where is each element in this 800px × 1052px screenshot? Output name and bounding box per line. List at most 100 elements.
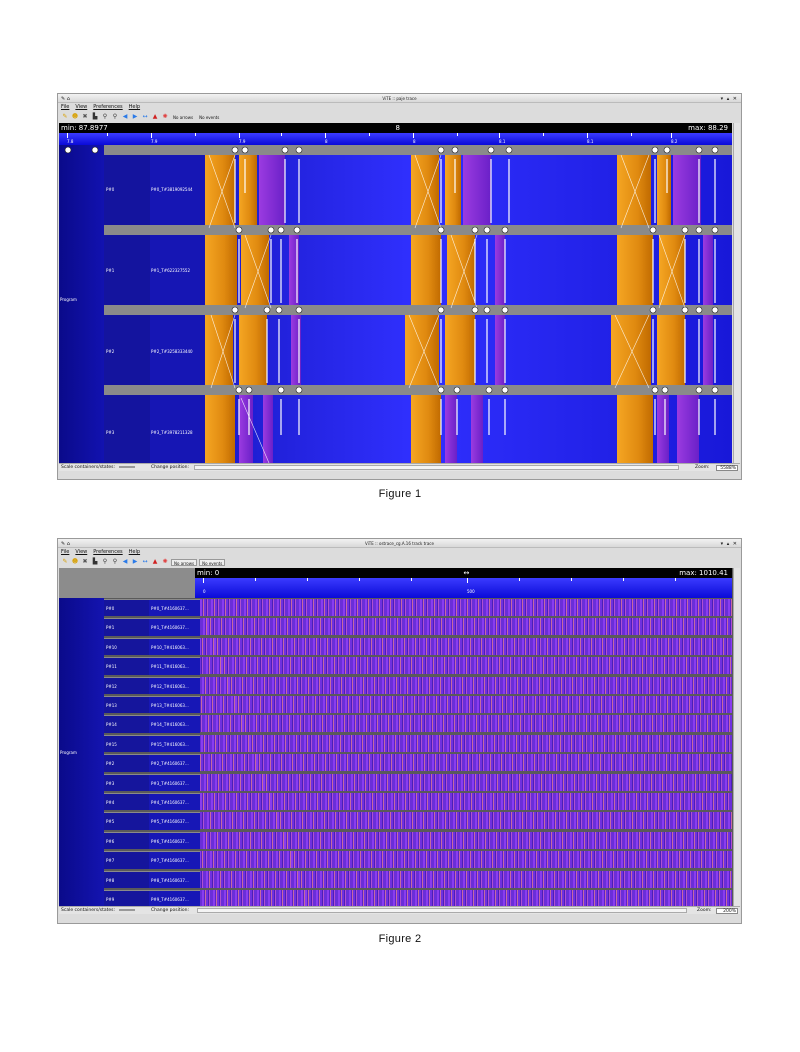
thread-label: P#4_T#4160637... (151, 800, 189, 805)
menu-file[interactable]: File (61, 104, 70, 110)
thread-label: P#10_T#416063... (151, 644, 189, 650)
toolbar: ✎ ☻ ✖ ▙ ⚲ ⚲ ◀ ▶ ↔ ▲ ✺ No arrows No event… (58, 111, 741, 123)
state-block (495, 315, 505, 385)
no-events-toggle[interactable]: No events (199, 558, 226, 566)
thread-label: P#14_T#416063... (151, 722, 189, 728)
tick (499, 133, 500, 138)
state-block (291, 315, 301, 385)
process-cell: P#1 (104, 618, 149, 636)
menu-help[interactable]: Help (128, 104, 141, 110)
no-arrows-toggle[interactable]: No arrows (171, 558, 198, 566)
tick (203, 578, 204, 583)
menu-preferences[interactable]: Preferences (93, 549, 123, 555)
scale-slider[interactable] (119, 909, 135, 911)
arrows-icon[interactable]: ↔ (142, 558, 148, 565)
state-block (411, 395, 441, 463)
back-icon[interactable]: ◀ (122, 113, 128, 120)
thread-cell: P#6_T#4160637... (149, 831, 200, 850)
tick-label: 8.1 (587, 139, 594, 144)
open-icon[interactable]: ✎ (62, 113, 68, 120)
message-arrows (64, 146, 719, 463)
process-cell: P#7 (104, 851, 149, 869)
row-separator (104, 385, 732, 395)
thread-cell: P#11_T#416063... (149, 657, 200, 675)
bottom-controls: Scale containers/states: Change position… (59, 906, 740, 914)
max-time: max: 1010.41 (679, 569, 728, 577)
zoom-out-icon[interactable]: ⚲ (112, 113, 118, 120)
zoom-out-icon[interactable]: ⚲ (112, 558, 118, 565)
process-label: P#1 (106, 268, 115, 273)
trace-row (200, 773, 732, 791)
menu-file[interactable]: File (61, 549, 70, 555)
state-block (445, 395, 457, 463)
program-label: Program (60, 750, 77, 755)
position-scrollbar[interactable] (194, 465, 679, 470)
corner-panel (59, 568, 195, 598)
arrows-icon[interactable]: ↔ (142, 113, 148, 120)
forward-icon[interactable]: ▶ (132, 558, 138, 565)
thread-label: P#2_T#4160637... (151, 761, 189, 767)
zoom-select[interactable]: 200% (716, 908, 738, 914)
window-controls[interactable]: ▾ ▴ ✕ (720, 96, 738, 102)
state-block (677, 395, 699, 463)
window-menu-icon[interactable]: ✎ ⌂ (61, 541, 70, 547)
window-menu-icon[interactable]: ✎ ⌂ (61, 96, 70, 102)
thread-cell: P#1_T#4160637... (149, 618, 200, 636)
no-events-toggle[interactable]: No events (199, 114, 220, 120)
vertical-scrollbar[interactable] (733, 123, 740, 463)
scale-slider[interactable] (119, 466, 135, 468)
tick-label: 7.9 (239, 139, 246, 144)
bottom-controls: Scale containers/states: Change position… (59, 463, 740, 471)
trace-row (200, 851, 732, 869)
thread-label: P#15_T#416063... (151, 741, 189, 747)
menu-view[interactable]: View (75, 549, 88, 555)
row-separator (104, 225, 732, 235)
process-label: P#15 (106, 741, 117, 747)
menu-view[interactable]: View (75, 104, 88, 110)
trace-row (200, 637, 732, 655)
thread-cell: P#7_T#4160637... (149, 851, 200, 869)
trace-row (200, 870, 732, 888)
trace-row (200, 599, 732, 616)
row-separator (104, 145, 732, 155)
time-ruler: 0 500 (195, 578, 732, 598)
thread-label: P#9_T#4160637... (151, 897, 189, 902)
no-arrows-toggle[interactable]: No arrows (173, 114, 194, 120)
state-block (205, 315, 233, 385)
chart-icon[interactable]: ▙ (92, 113, 98, 120)
trace-row (200, 831, 732, 849)
close-icon[interactable]: ✖ (82, 558, 88, 565)
state-block (445, 155, 461, 225)
face-icon[interactable]: ☻ (71, 113, 79, 120)
vertical-scrollbar[interactable] (733, 568, 740, 908)
lifebuoy-icon[interactable]: ✺ (162, 113, 168, 120)
trace-row (200, 734, 732, 752)
zoom-select[interactable]: 5588% (716, 465, 738, 471)
thread-label: P#13_T#416063... (151, 703, 189, 708)
thread-label: P#6_T#4160637... (151, 838, 189, 844)
warning-icon[interactable]: ▲ (152, 113, 158, 120)
lifebuoy-icon[interactable]: ✺ (162, 558, 168, 565)
close-icon[interactable]: ✖ (82, 113, 88, 120)
menu-preferences[interactable]: Preferences (93, 104, 123, 110)
thread-cell: P#12_T#416063... (149, 676, 200, 694)
open-icon[interactable]: ✎ (62, 558, 68, 565)
face-icon[interactable]: ☻ (71, 558, 79, 565)
zoom-in-icon[interactable]: ⚲ (102, 113, 108, 120)
tick (411, 578, 412, 581)
warning-icon[interactable]: ▲ (152, 558, 158, 565)
position-scrollbar[interactable] (197, 908, 687, 913)
process-label: P#2 (106, 761, 115, 767)
chart-icon[interactable]: ▙ (92, 558, 98, 565)
tick-label: 8.2 (671, 139, 678, 144)
tick (519, 578, 520, 581)
max-time: max: 88.29 (688, 124, 728, 132)
forward-icon[interactable]: ▶ (132, 113, 138, 120)
zoom-in-icon[interactable]: ⚲ (102, 558, 108, 565)
tick (195, 133, 196, 136)
window-controls[interactable]: ▾ ▴ ✕ (720, 541, 738, 547)
menu-help[interactable]: Help (128, 549, 141, 555)
vite-window-2: ✎ ⌂ ViTE :: ostrace_cg.A.16 track trace … (57, 538, 742, 924)
trace-row (200, 618, 732, 636)
back-icon[interactable]: ◀ (122, 558, 128, 565)
